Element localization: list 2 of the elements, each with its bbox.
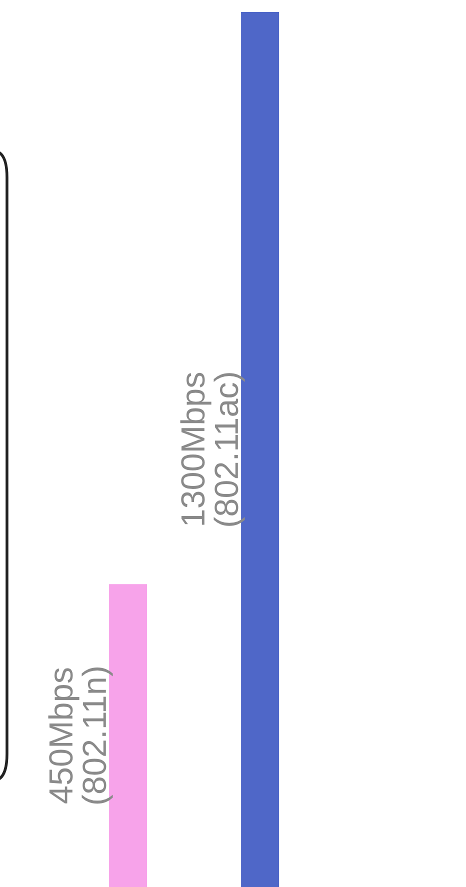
data-label: 1300Mbps (802.11ac) bbox=[180, 372, 245, 526]
data-label: 450Mbps (802.11n) bbox=[48, 668, 113, 804]
